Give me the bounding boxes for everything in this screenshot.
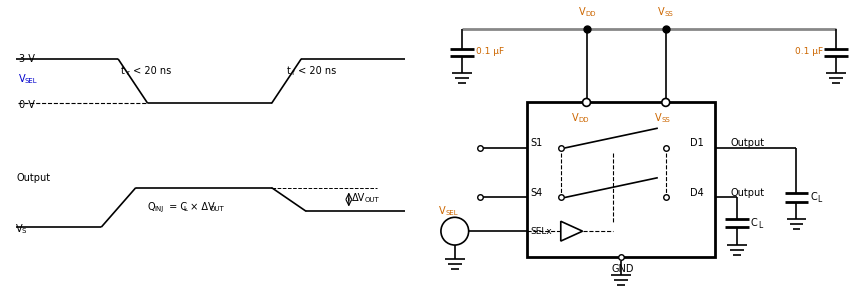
Text: Output: Output — [730, 138, 765, 148]
Text: Output: Output — [730, 187, 765, 198]
Text: L: L — [758, 221, 762, 230]
Circle shape — [441, 217, 469, 245]
Text: × ΔV: × ΔV — [188, 203, 215, 212]
Text: DD: DD — [579, 117, 589, 123]
Circle shape — [662, 98, 670, 107]
Text: 0.1 μF: 0.1 μF — [476, 47, 503, 56]
Circle shape — [582, 98, 591, 107]
Text: S: S — [22, 228, 26, 234]
Text: V: V — [657, 7, 664, 17]
Text: DD: DD — [586, 11, 596, 17]
Text: C: C — [811, 193, 817, 203]
Text: INJ: INJ — [155, 206, 164, 212]
Text: GND: GND — [612, 264, 634, 274]
Text: S1: S1 — [530, 138, 542, 148]
Text: SS: SS — [662, 117, 670, 123]
Text: V: V — [572, 113, 579, 123]
Text: D4: D4 — [689, 187, 703, 198]
Text: Output: Output — [16, 173, 50, 183]
Text: L: L — [817, 195, 822, 204]
Text: OUT: OUT — [209, 206, 224, 212]
Text: f: f — [292, 70, 294, 76]
Text: C: C — [751, 218, 758, 228]
Text: t: t — [286, 66, 291, 76]
Text: SEL: SEL — [25, 78, 37, 84]
Text: ΔV: ΔV — [352, 194, 365, 203]
Text: = C: = C — [165, 203, 187, 212]
Bar — [527, 102, 715, 257]
Text: 0 V: 0 V — [19, 100, 35, 110]
Text: V: V — [439, 206, 445, 217]
Text: OUT: OUT — [365, 198, 380, 203]
Text: r: r — [126, 70, 129, 76]
Text: t: t — [121, 66, 125, 76]
Polygon shape — [561, 221, 582, 241]
Text: SEL: SEL — [445, 210, 458, 216]
Text: Q: Q — [148, 203, 156, 212]
Text: 0.1 μF: 0.1 μF — [795, 47, 823, 56]
Text: 3 V: 3 V — [19, 54, 35, 64]
Text: < 20 ns: < 20 ns — [295, 66, 336, 76]
Text: V: V — [655, 113, 662, 123]
Text: L: L — [183, 206, 188, 212]
Text: S4: S4 — [530, 187, 542, 198]
Text: SS: SS — [665, 11, 674, 17]
Text: D1: D1 — [689, 138, 703, 148]
Text: V: V — [579, 7, 586, 17]
Text: V: V — [19, 74, 26, 84]
Text: V: V — [16, 224, 22, 234]
Text: < 20 ns: < 20 ns — [130, 66, 171, 76]
Text: SELx: SELx — [530, 227, 552, 236]
